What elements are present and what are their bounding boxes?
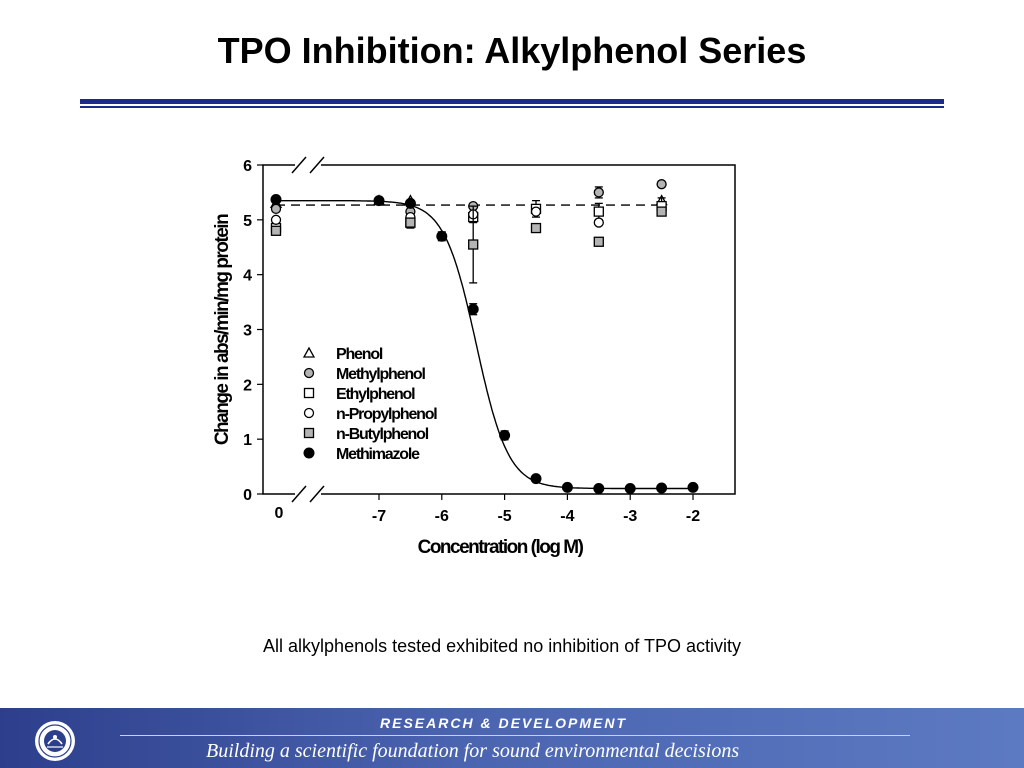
x-tick-label: -3 (623, 508, 637, 525)
axis-break-mark (309, 156, 325, 174)
legend-label-n-propylphenol: n-Propylphenol (336, 406, 437, 423)
x-axis-label: Concentration (log M) (418, 537, 584, 558)
point-methylphenol (270, 203, 282, 215)
point-n-propylphenol (270, 214, 282, 225)
y-tick-label: 0 (243, 487, 252, 504)
point-methimazole (404, 197, 416, 209)
footer-tagline: Building a scientific foundation for sou… (206, 740, 740, 762)
legend-label-n-butylphenol: n-Butylphenol (336, 426, 429, 443)
point-n-propylphenol (530, 206, 542, 217)
legend-marker-ethylphenol (303, 387, 315, 399)
title-underline (80, 99, 944, 104)
point-n-butylphenol (530, 222, 542, 234)
epa-seal-icon (35, 721, 75, 761)
legend-marker-n-butylphenol (303, 427, 315, 439)
point-ethylphenol (593, 206, 604, 217)
axis-break-mark (309, 485, 325, 503)
footer-heading: RESEARCH & DEVELOPMENT (380, 715, 628, 731)
slide-caption: All alkylphenols tested exhibited no inh… (263, 636, 741, 656)
point-n-butylphenol (405, 217, 416, 228)
y-tick-label: 5 (243, 213, 252, 230)
point-methimazole (656, 482, 668, 494)
point-methimazole (436, 230, 448, 242)
x-tick-label: -4 (560, 508, 574, 525)
legend-label-methylphenol: Methylphenol (336, 366, 425, 383)
axis-break-mark (291, 485, 307, 503)
x-tick-label: -2 (686, 508, 700, 525)
x-tick-label: -7 (372, 508, 386, 525)
legend-marker-methylphenol (303, 367, 315, 379)
point-methimazole (624, 483, 636, 495)
point-methimazole (530, 473, 542, 485)
legend-marker-phenol (302, 346, 316, 358)
legend-label-phenol: Phenol (336, 346, 383, 363)
legend-marker-n-propylphenol (303, 407, 315, 419)
footer-divider (120, 735, 910, 736)
y-tick-label: 2 (243, 377, 252, 394)
axis-break-mark (291, 156, 307, 174)
point-methylphenol (656, 179, 667, 190)
legend-marker-methimazole (303, 447, 315, 459)
legend-label-ethylphenol: Ethylphenol (336, 386, 415, 403)
dose-response-chart: 0 1 2 3 4 5 6 -7 -6 -5 -4 -3 -2 0 Concentration (log M… (212, 156, 736, 558)
x-zero-label: 0 (275, 505, 284, 522)
point-methimazole (593, 483, 605, 495)
point-methimazole (270, 194, 282, 206)
point-methimazole (373, 195, 385, 207)
x-tick-label: -6 (435, 508, 449, 525)
x-tick-label: -5 (497, 508, 511, 525)
axis-break-gap (295, 486, 321, 502)
point-methimazole (499, 429, 511, 441)
footer-banner: RESEARCH & DEVELOPMENT Building a scient… (0, 708, 1024, 768)
point-methylphenol (593, 187, 604, 198)
point-n-butylphenol (656, 206, 667, 217)
point-methimazole (561, 481, 573, 493)
y-tick-label: 3 (243, 323, 252, 340)
point-methimazole (467, 303, 479, 315)
slide-title: TPO Inhibition: Alkylphenol Series (217, 30, 807, 71)
point-methimazole (687, 481, 699, 493)
title-underline-thin (80, 106, 944, 108)
y-tick-label: 6 (243, 158, 252, 175)
point-n-butylphenol (270, 225, 282, 236)
legend-label-methimazole: Methimazole (336, 446, 420, 463)
point-n-butylphenol (468, 239, 479, 250)
y-tick-label: 1 (243, 432, 252, 449)
axis-break-gap (295, 157, 321, 173)
point-n-propylphenol (593, 217, 604, 228)
point-n-butylphenol (593, 236, 604, 247)
y-tick-label: 4 (243, 268, 252, 285)
y-axis-label: Change in abs/min/mg protein (212, 214, 233, 445)
